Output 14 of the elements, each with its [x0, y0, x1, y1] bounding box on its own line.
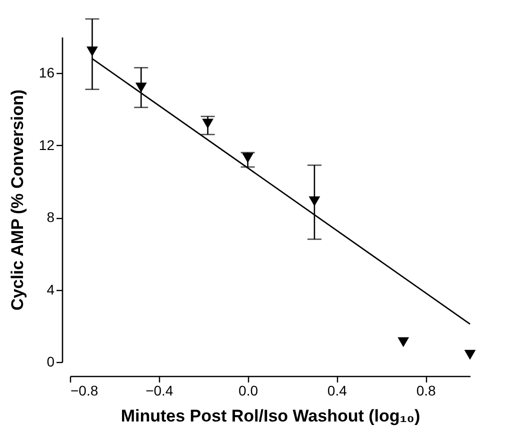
y-tick-label: 4 — [46, 281, 55, 298]
y-tick-label: 16 — [38, 64, 55, 81]
x-tick-label: 0.8 — [416, 382, 436, 398]
point — [398, 337, 410, 348]
y-tick-label: 0 — [46, 354, 55, 370]
x-tick-label: 0.0 — [238, 382, 258, 398]
x-axis-title: Minutes Post Rol/Iso Washout (log₁₀) — [120, 406, 420, 426]
y-tick-label: 8 — [46, 209, 55, 226]
x-tick-label: −0.4 — [146, 382, 174, 398]
x-tick-label: −0.8 — [70, 382, 98, 398]
y-tick-label: 12 — [38, 136, 55, 153]
point — [464, 350, 476, 360]
x-tick-label: 0.4 — [327, 382, 348, 398]
y-axis-title: Cyclic AMP (% Conversion) — [8, 89, 27, 311]
